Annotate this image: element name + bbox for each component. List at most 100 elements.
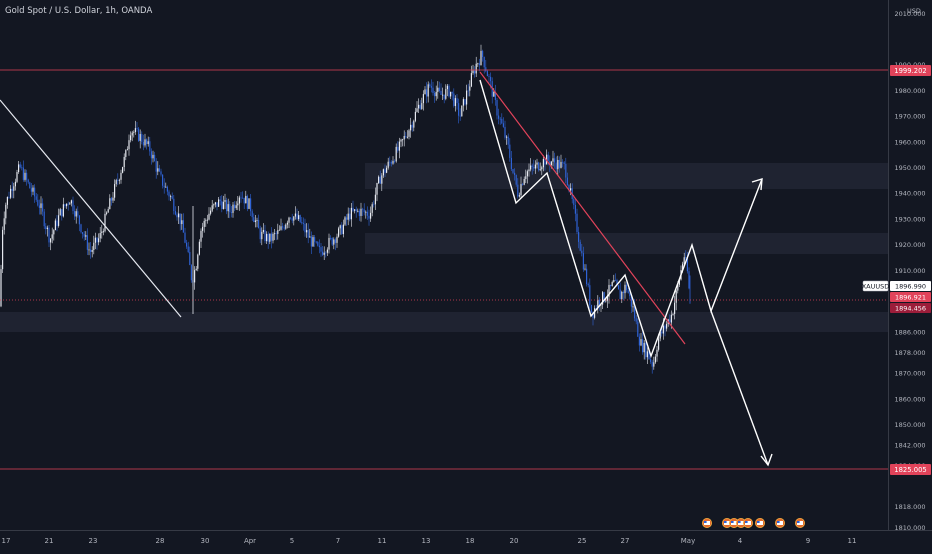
candle-body (688, 271, 690, 289)
candle-body (42, 203, 44, 212)
candle-body (58, 215, 60, 226)
candle-body (258, 220, 260, 229)
event-flag-stripe (724, 521, 730, 525)
event-flag-icon[interactable] (743, 518, 754, 529)
candle-body (560, 161, 562, 168)
event-flag-stripe (704, 521, 710, 525)
time-tick-label: 27 (621, 537, 630, 545)
ticker-name: XAUUSD (862, 283, 890, 291)
event-flag-canton (724, 521, 727, 523)
candle-body (317, 242, 319, 246)
candle-body (661, 331, 663, 334)
price-axis[interactable]: 2030.0002020.0002010.0001990.0001980.000… (888, 0, 932, 552)
ticker-price-bg (890, 281, 931, 291)
projection-down-arrow[interactable] (710, 310, 769, 466)
candle-body (459, 115, 461, 117)
resistance-price-tag: 1999.202 (890, 65, 931, 76)
candle-body (186, 242, 188, 247)
candle-body (538, 162, 540, 171)
candle-body (206, 219, 208, 221)
event-flag-icon[interactable] (755, 518, 766, 529)
candle-body (259, 228, 261, 240)
candle-body (422, 94, 424, 104)
resistance-tag-bg (890, 65, 931, 76)
candle-body (461, 105, 463, 117)
candle-body (395, 146, 397, 162)
downtrend-line[interactable] (479, 71, 686, 345)
candle-body (48, 227, 50, 243)
price-tick-label: 2010.000 (894, 10, 925, 18)
event-flag-icon[interactable] (795, 518, 806, 529)
candle-body (19, 164, 21, 168)
trend-line-left[interactable] (0, 99, 182, 318)
event-flag-icon[interactable] (702, 518, 713, 529)
candle-body (346, 217, 348, 220)
candle-body (486, 71, 488, 77)
candle-body (286, 222, 288, 225)
candle-body (570, 188, 572, 191)
candle-body (261, 231, 263, 240)
candle-body (171, 196, 173, 199)
candle-body (267, 233, 269, 242)
price-tick-label: 1940.000 (894, 190, 925, 198)
candle-body (578, 232, 580, 242)
candle-body (38, 205, 40, 208)
candle-body (115, 180, 117, 185)
candle-body (379, 176, 381, 184)
candle-body (632, 306, 634, 308)
candle-body (472, 70, 474, 74)
candle-body (26, 172, 28, 180)
price-tick-label: 1910.000 (894, 267, 925, 275)
current-price-bg (890, 292, 931, 302)
candle-body (190, 265, 192, 281)
candle-body (618, 285, 620, 290)
candle-body (35, 196, 37, 200)
candle-body (227, 204, 229, 212)
time-tick-label: 21 (45, 537, 54, 545)
candle-body (238, 197, 240, 204)
candle-body (659, 331, 661, 339)
price-tick-label: 1886.000 (894, 328, 925, 336)
candle-body (589, 285, 591, 305)
candle-body (405, 135, 407, 137)
event-flag-icon[interactable] (775, 518, 786, 529)
candle-body (106, 212, 108, 214)
event-flag-icon[interactable] (736, 518, 747, 529)
candle-body (443, 94, 445, 99)
time-axis[interactable]: 17 21 23 28 30 Apr 5 7 11 13 18 20 25 27 May 4 9 11 (0, 530, 932, 550)
candle-body (398, 141, 400, 151)
candle-body (338, 228, 340, 237)
candle-body (526, 171, 528, 177)
candle-body (218, 199, 220, 207)
event-flag-stripe (738, 521, 744, 525)
candle-body (499, 118, 501, 120)
zigzag-projection[interactable] (479, 79, 763, 359)
candle-body (27, 179, 29, 183)
candle-body (226, 200, 228, 212)
price-tick-label: 1860.000 (894, 395, 925, 403)
candle-body (606, 296, 608, 301)
candle-body (397, 146, 399, 151)
ticker-price-tag[interactable]: XAUUSD 1896.990 (862, 280, 931, 292)
economic-event-icons[interactable] (702, 518, 806, 529)
candle-body (147, 141, 149, 145)
symbol-title[interactable]: Gold Spot / U.S. Dollar, 1h, OANDA (5, 6, 153, 16)
candle-body (283, 227, 285, 229)
candle-body (214, 202, 216, 205)
candle-body (8, 196, 10, 198)
candle-body (219, 199, 221, 202)
candle-body (165, 186, 167, 188)
candle-body (622, 291, 624, 294)
candle-body (493, 91, 495, 97)
candle-body (542, 158, 544, 168)
candle-body (366, 211, 368, 216)
candle-body (3, 218, 5, 230)
candle-body (336, 236, 338, 243)
candle-body (523, 178, 525, 185)
candle-body (678, 279, 680, 285)
candle-body (96, 237, 98, 243)
candle-body (474, 70, 476, 74)
candle-body (154, 154, 156, 162)
